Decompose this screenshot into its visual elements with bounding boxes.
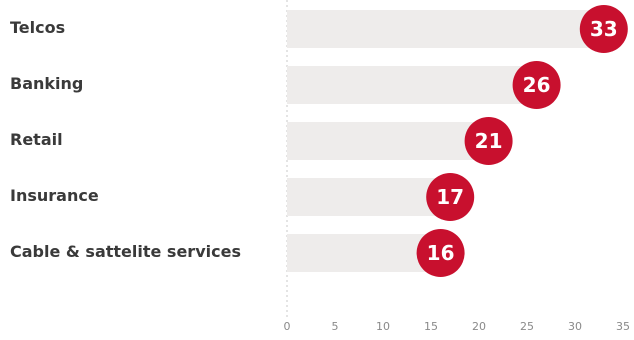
x-tick-label-6: 30 bbox=[568, 320, 582, 333]
value-marker-3 bbox=[426, 173, 475, 221]
x-tick-label-0: 0 bbox=[284, 320, 291, 333]
value-marker-4 bbox=[416, 229, 465, 277]
x-tick-label-7: 35 bbox=[616, 320, 630, 333]
bar-1 bbox=[287, 66, 537, 104]
category-label-0: Telcos bbox=[10, 18, 65, 37]
category-labels: Telcos Banking Retail Insurance Cable & satt… bbox=[10, 18, 241, 261]
value-label-2: 21 bbox=[475, 129, 503, 153]
value-label-1: 26 bbox=[523, 73, 551, 97]
category-label-1: Banking bbox=[10, 74, 83, 93]
category-label-2: Retail bbox=[10, 130, 63, 149]
bar-0 bbox=[287, 10, 604, 48]
bars: 33 26 21 17 16 bbox=[287, 5, 628, 277]
x-tick-label-2: 10 bbox=[376, 320, 390, 333]
x-tick-labels: 0 5 10 15 20 25 30 35 bbox=[284, 320, 631, 333]
x-tick-label-3: 15 bbox=[424, 320, 438, 333]
x-tick-label-5: 25 bbox=[520, 320, 534, 333]
x-tick-label-4: 20 bbox=[472, 320, 486, 333]
bar-2 bbox=[287, 122, 489, 160]
bar-3 bbox=[287, 178, 451, 216]
category-label-4: Cable & sattelite services bbox=[10, 242, 241, 261]
value-label-3: 17 bbox=[436, 185, 464, 209]
value-marker-2 bbox=[464, 117, 513, 165]
value-marker-1 bbox=[512, 61, 561, 109]
value-marker-0 bbox=[579, 5, 628, 53]
bar-4 bbox=[287, 234, 441, 272]
value-label-0: 33 bbox=[590, 17, 618, 41]
category-label-3: Insurance bbox=[10, 186, 99, 205]
value-label-4: 16 bbox=[427, 241, 455, 265]
x-tick-label-1: 5 bbox=[332, 320, 339, 333]
